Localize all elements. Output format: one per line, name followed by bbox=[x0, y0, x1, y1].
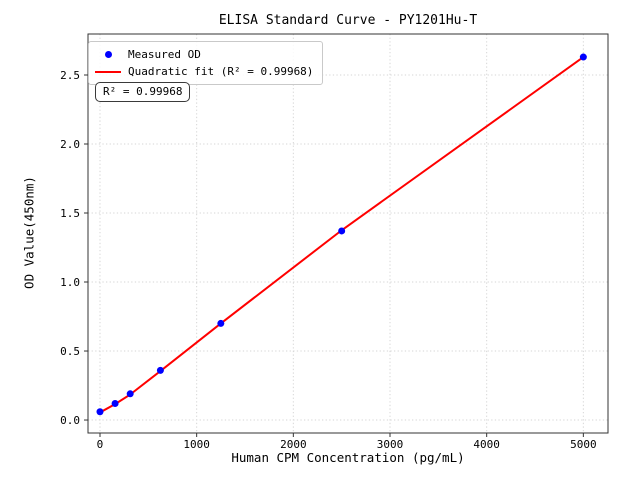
y-tick-label: 1.5 bbox=[60, 207, 80, 220]
legend: Measured OD Quadratic fit (R² = 0.99968) bbox=[88, 41, 324, 85]
measured-od-marker-icon bbox=[104, 51, 112, 58]
y-tick-label: 0.5 bbox=[60, 345, 80, 358]
x-tick-label: 0 bbox=[97, 438, 104, 451]
y-tick-label: 2.5 bbox=[60, 69, 80, 82]
legend-label-measured-od: Measured OD bbox=[128, 48, 201, 61]
quadratic-fit-line-icon bbox=[95, 70, 121, 73]
legend-sample-area bbox=[94, 70, 122, 73]
r-squared-annotation: R² = 0.99968 bbox=[95, 82, 191, 102]
chart-title: ELISA Standard Curve - PY1201Hu-T bbox=[218, 13, 478, 28]
x-tick-label: 3000 bbox=[377, 438, 404, 451]
data-point bbox=[217, 319, 225, 327]
data-point bbox=[156, 366, 164, 374]
y-axis-label: OD Value(450nm) bbox=[21, 176, 37, 289]
legend-sample-area bbox=[94, 51, 122, 58]
legend-label-quadratic-fit: Quadratic fit (R² = 0.99968) bbox=[128, 65, 314, 78]
data-point bbox=[111, 399, 119, 407]
data-point bbox=[579, 53, 587, 61]
x-axis-label: Human CPM Concentration (pg/mL) bbox=[231, 450, 465, 465]
y-tick-label: 0.0 bbox=[60, 414, 80, 427]
x-tick-label: 2000 bbox=[280, 438, 307, 451]
x-tick-label: 5000 bbox=[570, 438, 597, 451]
data-point bbox=[338, 227, 346, 235]
data-point bbox=[96, 408, 104, 416]
legend-item-measured-od: Measured OD bbox=[94, 46, 313, 63]
data-point bbox=[126, 390, 134, 398]
plot-frame bbox=[87, 33, 609, 434]
x-tick-label: 4000 bbox=[473, 438, 500, 451]
x-tick-label: 1000 bbox=[183, 438, 210, 451]
y-tick-label: 2.0 bbox=[60, 138, 80, 151]
y-tick-label: 1.0 bbox=[60, 276, 80, 289]
legend-item-quadratic-fit: Quadratic fit (R² = 0.99968) bbox=[94, 63, 313, 80]
